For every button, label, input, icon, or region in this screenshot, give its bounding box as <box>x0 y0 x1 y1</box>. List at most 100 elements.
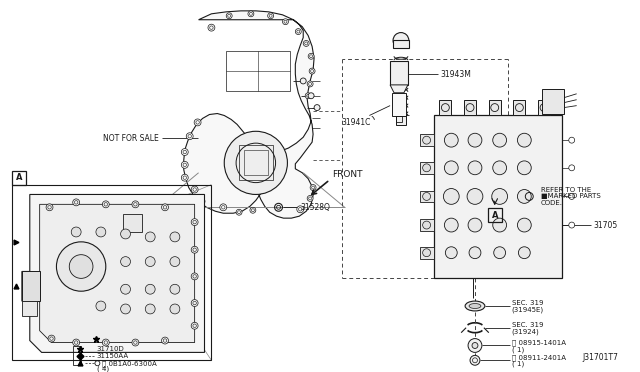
Circle shape <box>422 221 431 229</box>
Circle shape <box>120 229 131 239</box>
Circle shape <box>282 19 289 25</box>
Circle shape <box>236 143 276 183</box>
Circle shape <box>297 30 300 33</box>
Bar <box>396 116 402 122</box>
Bar <box>542 89 564 113</box>
Text: SEC. 319: SEC. 319 <box>511 322 543 328</box>
Circle shape <box>183 176 186 179</box>
Circle shape <box>236 209 242 215</box>
Circle shape <box>491 104 499 112</box>
Circle shape <box>467 189 483 204</box>
Text: 31710D: 31710D <box>97 346 125 352</box>
Circle shape <box>46 204 53 211</box>
Bar <box>420 247 433 259</box>
Bar <box>393 41 409 48</box>
Bar <box>513 100 525 115</box>
Circle shape <box>145 257 155 266</box>
Circle shape <box>308 197 312 200</box>
Circle shape <box>444 161 458 175</box>
Text: ( 1): ( 1) <box>511 361 524 368</box>
Circle shape <box>210 26 213 29</box>
Circle shape <box>193 188 196 191</box>
Circle shape <box>228 14 230 17</box>
Ellipse shape <box>465 301 485 311</box>
Circle shape <box>393 33 409 48</box>
Circle shape <box>170 232 180 242</box>
Text: REFER TO THE: REFER TO THE <box>541 186 591 193</box>
Circle shape <box>518 247 531 259</box>
Circle shape <box>73 199 79 206</box>
Ellipse shape <box>469 304 481 308</box>
Circle shape <box>468 339 482 352</box>
Circle shape <box>183 150 186 154</box>
Circle shape <box>224 131 287 195</box>
Circle shape <box>170 257 180 266</box>
Bar <box>420 219 433 231</box>
Circle shape <box>468 218 482 232</box>
Bar <box>396 115 406 125</box>
Circle shape <box>466 104 474 112</box>
Circle shape <box>102 339 109 346</box>
Bar <box>420 190 433 202</box>
Circle shape <box>181 174 188 181</box>
Circle shape <box>493 218 507 232</box>
Bar <box>440 100 451 115</box>
Text: 31943M: 31943M <box>440 70 471 78</box>
Circle shape <box>444 133 458 147</box>
Circle shape <box>307 195 313 201</box>
Text: (31945E): (31945E) <box>511 307 543 313</box>
Circle shape <box>569 222 575 228</box>
Text: 31705: 31705 <box>593 221 618 230</box>
Bar <box>420 134 433 146</box>
Text: CODE.: CODE. <box>541 201 563 206</box>
Circle shape <box>186 133 193 140</box>
Circle shape <box>314 105 320 110</box>
Text: Ⓑ 0B1A0-6300A: Ⓑ 0B1A0-6300A <box>102 360 157 366</box>
Circle shape <box>422 249 431 257</box>
Polygon shape <box>390 85 408 93</box>
Circle shape <box>444 189 459 204</box>
Circle shape <box>191 219 198 225</box>
Circle shape <box>132 201 139 208</box>
Circle shape <box>517 161 531 175</box>
Circle shape <box>191 299 198 307</box>
Circle shape <box>132 339 139 346</box>
Circle shape <box>308 83 312 86</box>
Text: FRONT: FRONT <box>332 170 362 179</box>
Circle shape <box>120 284 131 294</box>
Circle shape <box>422 136 431 144</box>
Circle shape <box>69 255 93 278</box>
Circle shape <box>493 247 506 259</box>
Bar <box>464 100 476 115</box>
Circle shape <box>308 93 314 99</box>
Text: J31701T7: J31701T7 <box>582 353 618 362</box>
Circle shape <box>298 208 302 211</box>
Circle shape <box>307 94 310 97</box>
Circle shape <box>284 20 287 23</box>
Circle shape <box>96 227 106 237</box>
Circle shape <box>470 355 480 365</box>
Circle shape <box>183 163 186 167</box>
Circle shape <box>517 218 531 232</box>
Circle shape <box>469 247 481 259</box>
Circle shape <box>226 13 232 19</box>
Circle shape <box>492 189 508 204</box>
Text: (31924): (31924) <box>511 328 540 335</box>
Circle shape <box>73 339 79 346</box>
Circle shape <box>181 161 188 168</box>
Circle shape <box>308 53 314 59</box>
Circle shape <box>468 161 482 175</box>
Circle shape <box>310 55 312 58</box>
Bar <box>390 61 408 85</box>
Polygon shape <box>184 11 314 218</box>
Circle shape <box>515 104 524 112</box>
Circle shape <box>237 211 241 214</box>
Circle shape <box>102 201 109 208</box>
Circle shape <box>493 133 507 147</box>
Circle shape <box>303 41 309 46</box>
Circle shape <box>300 78 306 84</box>
Circle shape <box>312 186 315 189</box>
Circle shape <box>442 104 449 112</box>
Circle shape <box>120 304 131 314</box>
Circle shape <box>220 204 227 211</box>
